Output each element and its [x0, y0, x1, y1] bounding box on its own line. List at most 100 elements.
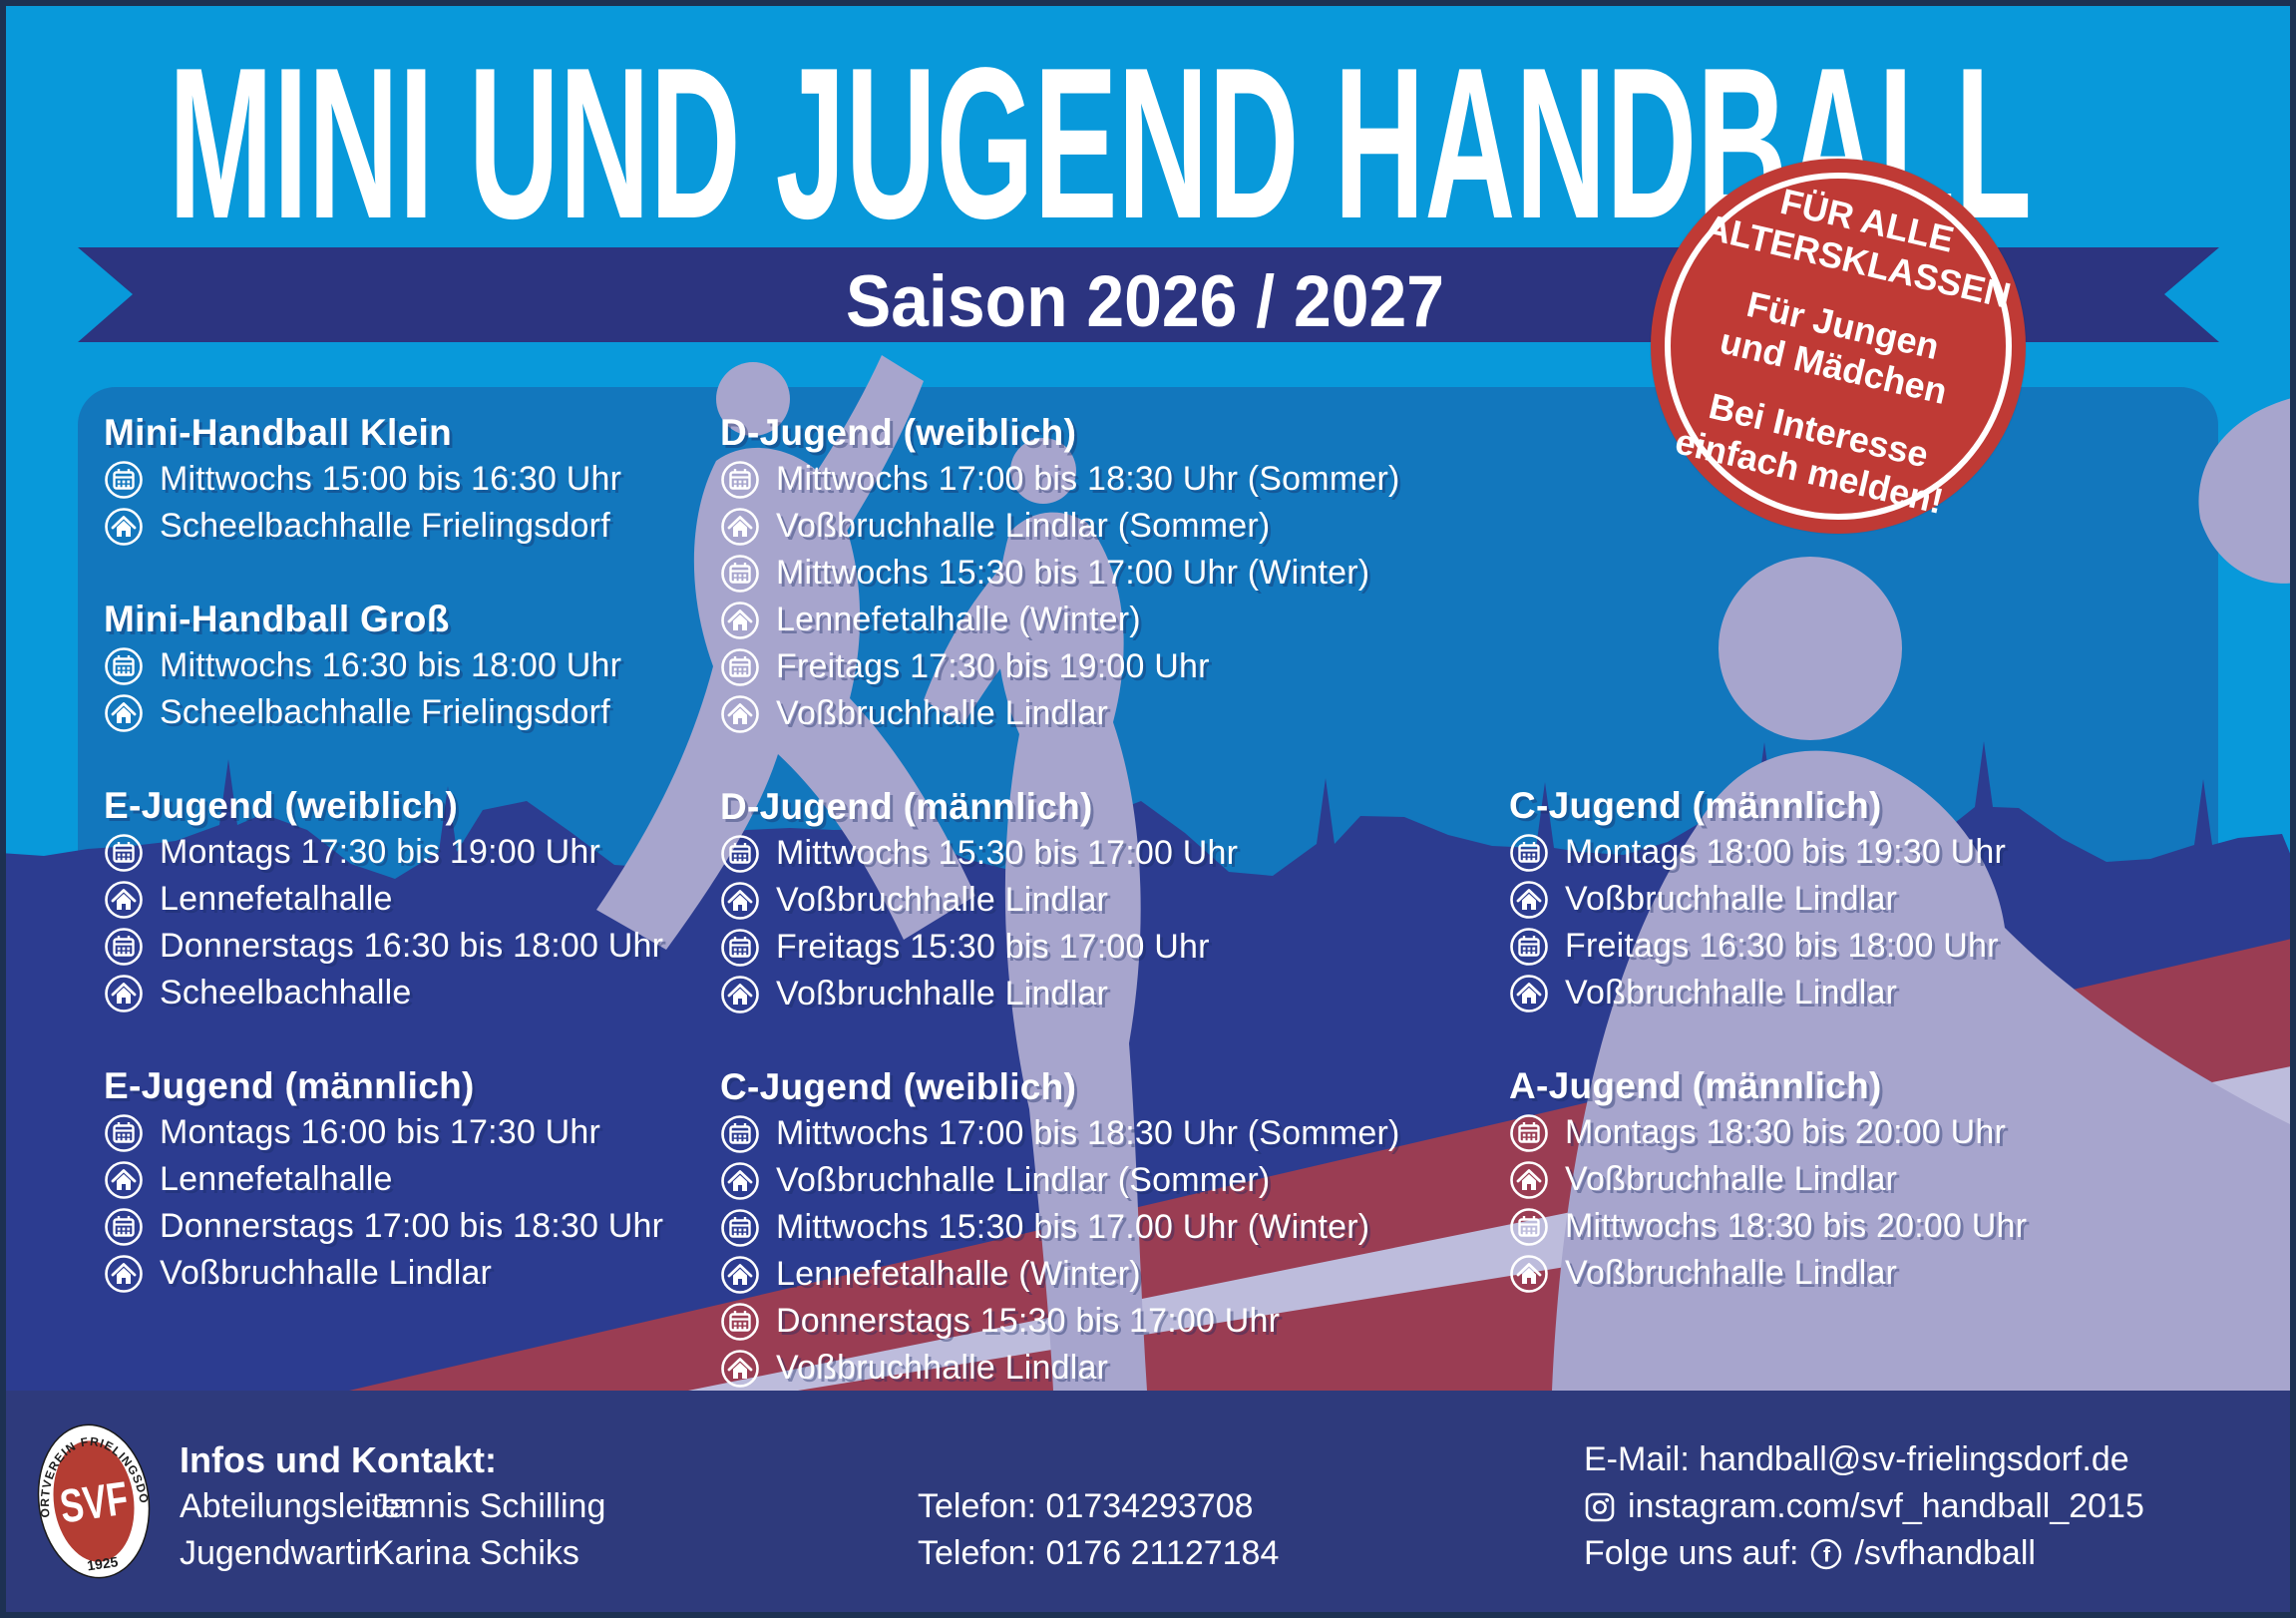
- block-title: A-Jugend (männlich): [1509, 1065, 1882, 1106]
- schedule-time: Montags 16:00 bis 17:30 Uhr: [160, 1113, 601, 1151]
- contact-name: Jannis Schilling: [372, 1487, 606, 1525]
- schedule-row: Montags 18:00 bis 19:30 Uhr: [1509, 829, 2296, 876]
- logo-red-disc: [53, 1440, 135, 1562]
- schedule-venue: Voßbruchhalle Lindlar: [776, 881, 1109, 919]
- calendar-icon: [721, 1302, 759, 1341]
- schedule-row: Montags 17:30 bis 19:00 Uhr: [104, 829, 722, 876]
- schedule-time: Donnerstags 16:30 bis 18:00 Uhr: [160, 927, 664, 965]
- calendar-icon: [105, 646, 143, 685]
- contact-row: Abteilungsleiter Jannis Schilling: [180, 1483, 605, 1530]
- schedule-column-3: C-Jugend (männlich) Montags 18:00 bis 19…: [1509, 782, 2296, 1343]
- schedule-venue: Voßbruchhalle Lindlar: [776, 1349, 1109, 1387]
- schedule-venue: Lennefetalhalle: [160, 1160, 393, 1198]
- player-silhouette: [716, 362, 790, 436]
- schedule-time: Freitags 15:30 bis 17:00 Uhr: [776, 928, 1210, 966]
- contact-block: Infos und Kontakt: Abteilungsleiter Jann…: [180, 1436, 605, 1577]
- home-icon: [105, 1254, 143, 1293]
- contact-name: Karina Schiks: [372, 1534, 579, 1572]
- contact-role: Abteilungsleiter: [180, 1487, 412, 1525]
- schedule-row: Scheelbachhalle Frielingsdorf: [104, 503, 722, 550]
- schedule-time: Donnerstags 15:30 bis 17:00 Uhr: [776, 1302, 1281, 1340]
- social-block: E-Mail: handball@sv-frielingsdorf.de ins…: [1584, 1436, 2144, 1577]
- home-icon: [1510, 974, 1548, 1012]
- home-icon: [721, 881, 759, 920]
- home-icon: [721, 694, 759, 733]
- schedule-venue: Voßbruchhalle Lindlar: [1565, 974, 1898, 1011]
- home-icon: [105, 974, 143, 1012]
- schedule-row: Scheelbachhalle: [104, 970, 722, 1016]
- instagram-handle: instagram.com/svf_handball_2015: [1628, 1487, 2144, 1525]
- home-icon: [1510, 1254, 1548, 1293]
- home-icon: [721, 601, 759, 639]
- schedule-venue: Voßbruchhalle Lindlar: [776, 694, 1109, 732]
- schedule-block: C-Jugend (männlich) Montags 18:00 bis 19…: [1509, 782, 2296, 1016]
- schedule-venue: Voßbruchhalle Lindlar: [1565, 1160, 1898, 1198]
- contact-heading: Infos und Kontakt:: [180, 1439, 497, 1480]
- calendar-icon: [105, 1113, 143, 1152]
- schedule-block: D-Jugend (männlich) Mittwochs 15:30 bis …: [720, 783, 1518, 1017]
- schedule-venue: Lennefetalhalle (Winter): [776, 1255, 1141, 1293]
- facebook-handle: /svfhandball: [1854, 1534, 2036, 1572]
- home-icon: [105, 880, 143, 919]
- schedule-row: Voßbruchhalle Lindlar: [1509, 1156, 2296, 1203]
- schedule-venue: Voßbruchhalle Lindlar (Sommer): [776, 1161, 1271, 1199]
- home-icon: [1510, 1160, 1548, 1199]
- season-label: Saison 2026 / 2027: [846, 261, 1444, 342]
- calendar-icon: [1510, 1207, 1548, 1246]
- calendar-icon: [1510, 833, 1548, 872]
- instagram-row: instagram.com/svf_handball_2015: [1584, 1483, 2144, 1530]
- schedule-time: Donnerstags 17:00 bis 18:30 Uhr: [160, 1207, 664, 1245]
- schedule-time: Montags 18:30 bis 20:00 Uhr: [1565, 1113, 2007, 1151]
- player-silhouette: [2198, 397, 2296, 584]
- player-silhouette: [804, 355, 924, 533]
- instagram-icon: [1585, 1492, 1615, 1521]
- schedule-venue: Lennefetalhalle: [160, 880, 393, 918]
- contact-role: Jugendwartin: [180, 1534, 382, 1572]
- player-silhouettes: [596, 355, 2296, 1391]
- schedule-row: Scheelbachhalle Frielingsdorf: [104, 689, 722, 736]
- schedule-column-2: D-Jugend (weiblich) Mittwochs 17:00 bis …: [720, 409, 1518, 1437]
- player-silhouette: [596, 447, 975, 950]
- schedule-time: Montags 17:30 bis 19:00 Uhr: [160, 833, 601, 871]
- calendar-icon: [105, 833, 143, 872]
- calendar-icon: [1510, 927, 1548, 966]
- schedule-row: Mittwochs 17:00 bis 18:30 Uhr (Sommer): [720, 456, 1518, 503]
- schedule-time: Mittwochs 15:30 bis 17:00 Uhr: [776, 834, 1239, 872]
- calendar-icon: [1510, 1113, 1548, 1152]
- home-icon: [1510, 880, 1548, 919]
- player-silhouette: [996, 512, 1147, 1391]
- schedule-row: Lennefetalhalle: [104, 1156, 722, 1203]
- schedule-block: Mini-Handball Klein Mittwochs 15:00 bis …: [104, 409, 722, 550]
- schedule-venue: Voßbruchhalle Lindlar (Sommer): [776, 507, 1271, 545]
- home-icon: [721, 507, 759, 546]
- facebook-icon: [1811, 1538, 1842, 1569]
- schedule-row: Voßbruchhalle Lindlar: [1509, 876, 2296, 923]
- schedule-row: Mittwochs 16:30 bis 18:00 Uhr: [104, 642, 722, 689]
- schedule-row: Mittwochs 15:00 bis 16:30 Uhr: [104, 456, 722, 503]
- player-silhouette: [1719, 557, 1902, 740]
- email-row: E-Mail: handball@sv-frielingsdorf.de: [1584, 1436, 2144, 1483]
- home-icon: [105, 507, 143, 546]
- block-title: Mini-Handball Klein: [104, 412, 452, 453]
- schedule-row: Freitags 16:30 bis 18:00 Uhr: [1509, 923, 2296, 970]
- schedule-row: Voßbruchhalle Lindlar: [720, 690, 1518, 737]
- badge-ring: [1665, 173, 2012, 520]
- schedule-column-1: Mini-Handball Klein Mittwochs 15:00 bis …: [104, 409, 722, 1343]
- schedule-row: Voßbruchhalle Lindlar: [1509, 970, 2296, 1016]
- calendar-icon: [105, 927, 143, 966]
- schedule-time: Mittwochs 16:30 bis 18:00 Uhr: [160, 646, 622, 684]
- schedule-row: Mittwochs 15:30 bis 17.00 Uhr (Winter): [720, 1204, 1518, 1251]
- schedule-row: Lennefetalhalle (Winter): [720, 1251, 1518, 1298]
- schedule-venue: Voßbruchhalle Lindlar: [1565, 1254, 1898, 1292]
- schedule-block: D-Jugend (weiblich) Mittwochs 17:00 bis …: [720, 409, 1518, 737]
- schedule-block: Mini-Handball Groß Mittwochs 16:30 bis 1…: [104, 596, 722, 736]
- schedule-block: A-Jugend (männlich) Montags 18:30 bis 20…: [1509, 1062, 2296, 1297]
- schedule-time: Freitags 17:30 bis 19:00 Uhr: [776, 647, 1210, 685]
- schedule-time: Montags 18:00 bis 19:30 Uhr: [1565, 833, 2007, 871]
- schedule-block: C-Jugend (weiblich) Mittwochs 17:00 bis …: [720, 1063, 1518, 1392]
- phone-block: Telefon: 01734293708 Telefon: 0176 21127…: [918, 1483, 1279, 1577]
- schedule-time: Freitags 16:30 bis 18:00 Uhr: [1565, 927, 1999, 965]
- home-icon: [721, 975, 759, 1013]
- player-silhouette: [1552, 750, 2296, 1391]
